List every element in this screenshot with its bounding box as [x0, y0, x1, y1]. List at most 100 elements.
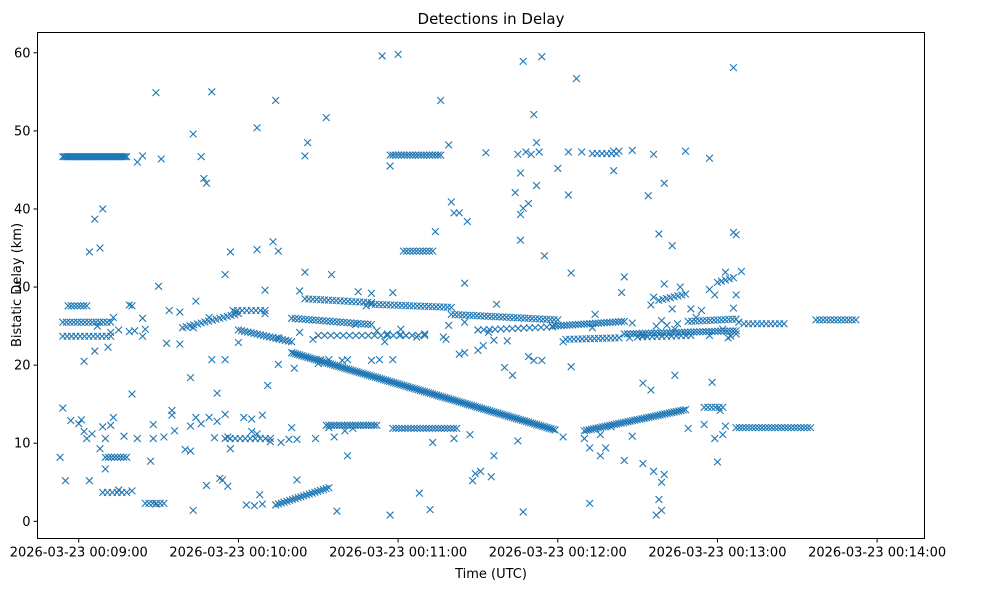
detection-marker	[218, 476, 227, 484]
detection-marker	[466, 430, 474, 439]
detection-marker	[620, 456, 629, 465]
detection-marker	[302, 491, 311, 499]
detection-marker	[149, 434, 158, 443]
detection-marker	[189, 130, 197, 138]
detection-marker	[357, 421, 365, 430]
detection-marker	[516, 169, 525, 177]
detection-marker	[649, 467, 658, 476]
detection-marker	[625, 334, 634, 342]
detection-marker	[617, 317, 626, 326]
detection-marker	[308, 316, 317, 324]
detection-marker	[732, 291, 740, 299]
detection-marker	[294, 315, 303, 323]
detection-marker	[713, 458, 722, 466]
detection-marker	[197, 419, 205, 428]
detection-marker	[607, 423, 615, 431]
detection-marker	[654, 411, 662, 420]
detection-marker	[186, 373, 195, 382]
detection-marker	[638, 329, 647, 338]
detection-marker	[280, 498, 288, 506]
detection-marker	[404, 424, 412, 433]
detection-marker	[596, 430, 605, 439]
detection-marker	[329, 317, 338, 326]
detection-marker	[367, 421, 376, 430]
detection-marker	[650, 329, 659, 337]
x-axis-label: Time (UTC)	[454, 567, 527, 582]
detection-marker	[479, 341, 488, 350]
detection-marker	[531, 323, 540, 332]
detection-marker	[266, 437, 275, 446]
detection-marker	[274, 334, 283, 342]
detection-marker	[514, 437, 522, 445]
detection-marker	[658, 410, 667, 419]
detection-marker	[516, 210, 525, 219]
detection-marker	[176, 340, 184, 348]
detection-marker	[699, 327, 707, 336]
detection-marker	[301, 268, 309, 277]
detection-marker	[422, 247, 430, 255]
detection-marker	[157, 155, 166, 163]
detection-marker	[687, 305, 695, 313]
detection-marker	[577, 320, 585, 329]
detection-marker	[502, 325, 511, 333]
detection-marker	[70, 302, 79, 310]
detection-marker	[305, 490, 314, 498]
detection-marker	[649, 293, 658, 302]
detection-marker	[588, 323, 597, 332]
detection-marker	[815, 316, 824, 324]
detection-marker	[189, 323, 197, 332]
detection-marker	[567, 269, 575, 277]
detection-marker	[819, 316, 827, 324]
detection-marker	[314, 359, 323, 368]
detection-marker	[582, 426, 591, 435]
detection-marker	[77, 416, 86, 424]
detection-marker	[420, 331, 429, 340]
detection-marker	[574, 320, 583, 329]
detection-marker	[250, 501, 259, 510]
detection-marker	[197, 152, 205, 161]
detection-marker	[450, 434, 458, 443]
detection-marker	[708, 378, 716, 387]
detection-marker	[362, 302, 370, 310]
detection-marker	[532, 138, 541, 147]
detection-marker	[425, 247, 434, 255]
detection-marker	[524, 199, 533, 208]
detection-marker	[399, 247, 408, 255]
detection-marker	[559, 433, 567, 441]
detection-marker	[444, 141, 453, 149]
detection-marker	[647, 386, 655, 394]
detection-marker	[800, 423, 808, 432]
detection-marker	[128, 390, 136, 398]
detection-marker	[661, 410, 669, 418]
detection-marker	[761, 423, 770, 432]
detection-marker	[346, 319, 355, 327]
detection-marker	[422, 424, 431, 433]
detection-marker	[145, 499, 153, 508]
detection-marker	[601, 444, 610, 452]
detection-marker	[491, 325, 499, 334]
detection-marker	[487, 473, 496, 481]
detection-marker	[784, 423, 792, 432]
detection-marker	[729, 273, 738, 282]
detection-marker	[383, 331, 391, 340]
detection-marker	[420, 151, 428, 159]
detection-marker	[104, 453, 113, 462]
detection-marker	[192, 297, 200, 305]
detection-marker	[468, 476, 477, 485]
detection-marker	[293, 476, 301, 484]
y-axis-label: Bistatic Delay (km)	[10, 223, 25, 347]
detection-marker	[565, 321, 574, 329]
detection-marker	[693, 328, 701, 336]
detection-marker	[343, 355, 352, 364]
detection-marker	[460, 348, 469, 357]
detection-marker	[615, 334, 623, 342]
detection-marker	[594, 424, 602, 432]
detection-marker	[530, 356, 538, 365]
detection-marker	[322, 317, 331, 325]
detection-marker	[844, 316, 853, 324]
detection-marker	[711, 327, 719, 336]
detection-marker	[386, 151, 394, 159]
detection-marker	[314, 331, 323, 340]
detection-marker	[852, 316, 860, 324]
detection-marker	[537, 323, 545, 332]
